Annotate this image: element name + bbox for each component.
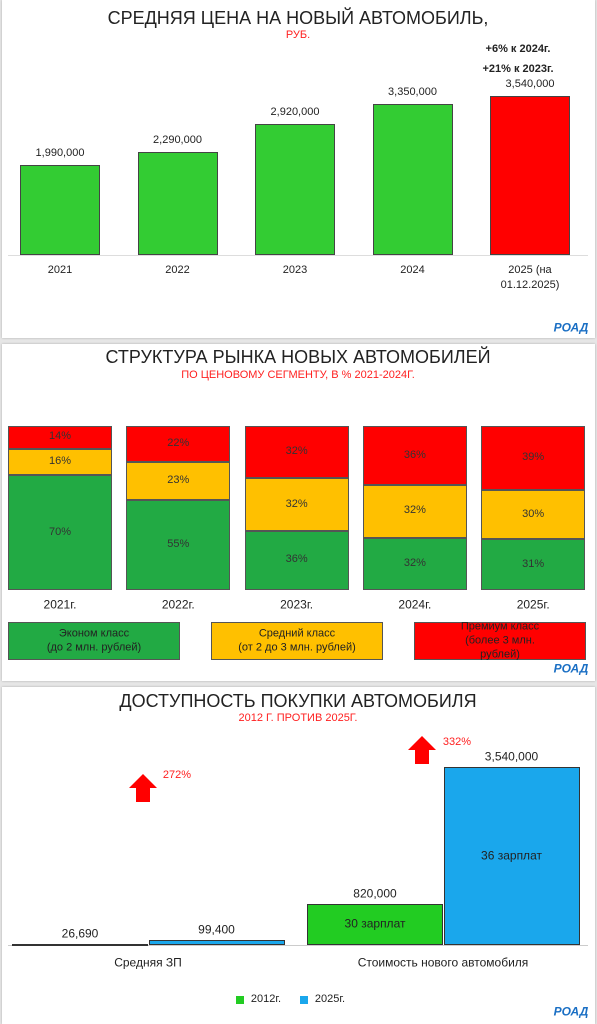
bar-segment	[244, 478, 349, 531]
bar-segment	[8, 475, 112, 590]
axis-line	[8, 945, 588, 946]
chart-subtitle: ПО ЦЕНОВОМУ СЕГМЕНТУ, В % 2021-2024Г.	[181, 369, 415, 382]
legend-box	[8, 622, 180, 660]
legend-label: Премиум класс (более 3 млн. рублей)	[460, 620, 540, 660]
value-label: 1,990,000	[35, 147, 85, 160]
x-tick-label: 2024	[400, 264, 425, 276]
legend-label: Средний класс (от 2 до 3 млн. рублей)	[238, 627, 356, 653]
bar-segment	[126, 499, 231, 590]
value-label: 23%	[167, 474, 190, 487]
annotation: +21% к 2023г.	[482, 63, 554, 76]
x-tick-label: 2023г.	[280, 597, 314, 612]
arrow-head	[129, 774, 157, 788]
value-label: 14%	[48, 430, 72, 443]
value-label: 32%	[403, 556, 426, 569]
chart-subtitle: 2012 Г. ПРОТИВ 2025Г.	[238, 712, 358, 725]
bar	[443, 767, 580, 945]
bar-segment	[8, 448, 112, 476]
x-tick-label: Средняя ЗП	[114, 955, 182, 970]
bar-segment	[126, 426, 231, 463]
annotation: +6% к 2024г.	[485, 43, 551, 56]
bar	[255, 123, 335, 255]
value-label: 31%	[522, 557, 545, 570]
value-label: 36%	[403, 448, 426, 461]
legend-swatch	[300, 996, 308, 1004]
legend-swatch	[236, 996, 244, 1004]
value-label: 3,350,000	[388, 86, 437, 99]
value-label: 70%	[48, 525, 72, 538]
value-label: 2,920,000	[270, 105, 320, 118]
bar-segment	[362, 485, 467, 538]
value-label: 32%	[285, 497, 308, 510]
logo: РОАД	[553, 320, 589, 335]
logo: РОАД	[553, 661, 589, 676]
bar-segment	[8, 426, 112, 449]
x-tick-label: 2024г.	[398, 597, 432, 612]
bar	[490, 95, 570, 255]
bar	[12, 943, 148, 946]
value-label: 22%	[167, 437, 190, 450]
bar-segment	[481, 426, 586, 490]
value-label: 16%	[48, 455, 72, 468]
axis-line	[8, 255, 588, 256]
bar-segment	[481, 489, 586, 540]
bar-segment	[244, 426, 349, 479]
bar	[372, 104, 453, 255]
value-label: 32%	[403, 504, 426, 517]
legend-box	[211, 622, 383, 660]
bar-label: 36 зарплат	[481, 848, 542, 863]
annotation: 332%	[442, 736, 472, 749]
bar-segment	[244, 530, 349, 590]
chart-title: СРЕДНЯЯ ЦЕНА НА НОВЫЙ АВТОМОБИЛЬ,	[107, 7, 489, 28]
legend-label: 2025г.	[314, 993, 346, 1006]
chart-title: СТРУКТУРА РЫНКА НОВЫХ АВТОМОБИЛЕЙ	[105, 346, 491, 367]
legend-label: 2012г.	[250, 993, 282, 1006]
bar	[20, 165, 100, 255]
x-tick-label: 2025г.	[516, 597, 550, 612]
bar	[137, 151, 218, 255]
arrow-head	[408, 736, 436, 750]
annotation: 272%	[162, 769, 192, 782]
bar-segment	[362, 426, 467, 486]
value-label: 3,540,000	[505, 77, 555, 90]
arrow-stem	[136, 788, 150, 802]
value-label: 39%	[522, 451, 545, 464]
legend-box	[414, 622, 586, 660]
bar-segment	[126, 462, 231, 500]
bar-label: 30 зарплат	[344, 916, 406, 931]
chart-subtitle: РУБ.	[285, 29, 311, 42]
x-tick-label: 2021	[47, 264, 73, 276]
x-tick-label: Стоимость нового автомобиля	[357, 955, 529, 970]
bar	[307, 903, 443, 945]
value-label: 30%	[522, 507, 545, 520]
x-tick-label: 2025 (на 01.12.2025)	[500, 264, 560, 292]
bar-segment	[362, 537, 467, 590]
chart-title: ДОСТУПНОСТЬ ПОКУПКИ АВТОМОБИЛЯ	[119, 690, 477, 711]
logo: РОАД	[553, 1004, 589, 1019]
x-tick-label: 2022г.	[161, 597, 195, 612]
x-tick-label: 2023	[282, 264, 308, 276]
value-label: 820,000	[353, 886, 397, 901]
x-tick-label: 2022	[165, 264, 190, 276]
x-tick-label: 2021г.	[43, 597, 77, 612]
value-label: 26,690	[61, 926, 99, 941]
value-label: 99,400	[198, 922, 235, 937]
value-label: 55%	[167, 538, 190, 551]
legend-label: Эконом класс (до 2 млн. рублей)	[46, 627, 142, 653]
bar-segment	[481, 539, 586, 590]
value-label: 32%	[285, 445, 308, 458]
value-label: 36%	[285, 553, 308, 566]
value-label: 2,290,000	[153, 134, 202, 147]
arrow-stem	[415, 750, 429, 764]
bar	[148, 940, 285, 945]
value-label: 3,540,000	[484, 749, 539, 764]
